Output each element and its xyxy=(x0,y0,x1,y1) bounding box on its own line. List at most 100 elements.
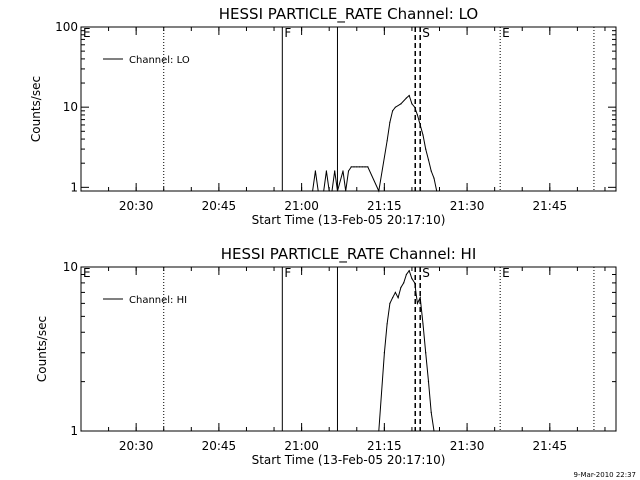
data-point xyxy=(615,430,617,432)
data-point xyxy=(386,140,388,142)
legend-label: Channel: LO xyxy=(129,55,190,66)
data-point xyxy=(419,124,421,126)
marker-label-E: E xyxy=(502,266,510,280)
data-point xyxy=(364,166,366,168)
data-point xyxy=(411,277,413,280)
data-point xyxy=(430,411,432,413)
data-point xyxy=(422,323,424,325)
series-line xyxy=(81,269,616,432)
y-tick-label: 10 xyxy=(63,100,78,114)
chart-title: HESSI PARTICLE_RATE Channel: LO xyxy=(219,5,478,24)
x-axis-label: Start Time (13-Feb-05 20:17:10) xyxy=(252,213,446,227)
x-tick-label: 21:15 xyxy=(367,199,402,213)
x-tick-label: 21:15 xyxy=(367,439,402,453)
data-point xyxy=(416,114,419,116)
data-point xyxy=(314,170,317,172)
y-tick-label: 1 xyxy=(70,180,78,194)
data-point xyxy=(392,110,394,112)
data-point xyxy=(427,159,430,161)
data-point xyxy=(356,166,358,168)
x-tick-label: 21:30 xyxy=(450,439,485,453)
data-point xyxy=(433,430,435,432)
data-point xyxy=(312,190,314,192)
data-point xyxy=(425,148,427,150)
data-point xyxy=(422,134,424,136)
data-point xyxy=(400,286,402,289)
data-point xyxy=(325,170,328,172)
generation-timestamp: 9-Mar-2010 22:37 xyxy=(574,471,636,479)
data-point xyxy=(405,97,408,99)
data-point xyxy=(394,291,396,294)
data-point xyxy=(392,297,394,299)
x-tick-label: 20:45 xyxy=(202,199,237,213)
data-point xyxy=(414,282,416,284)
data-point xyxy=(328,190,330,192)
data-point xyxy=(334,170,336,172)
x-tick-label: 21:45 xyxy=(533,199,568,213)
x-tick-label: 21:00 xyxy=(284,439,319,453)
data-point xyxy=(389,121,391,123)
data-point xyxy=(615,190,617,192)
y-axis-label: Counts/sec xyxy=(35,316,49,382)
data-point xyxy=(400,103,402,105)
data-point xyxy=(419,297,421,299)
y-tick-label: 10 xyxy=(63,260,78,274)
series-line xyxy=(81,94,616,193)
y-axis-label: Counts/sec xyxy=(29,76,43,142)
data-point xyxy=(427,381,430,383)
data-point xyxy=(414,106,416,108)
x-tick-label: 21:45 xyxy=(533,439,568,453)
data-point xyxy=(386,323,388,325)
plot-frame xyxy=(80,26,617,192)
data-point xyxy=(367,166,369,168)
marker-label-E: E xyxy=(502,26,510,40)
data-point xyxy=(317,190,319,192)
y-tick-label: 100 xyxy=(55,20,78,34)
data-point xyxy=(389,302,391,304)
x-tick-label: 20:30 xyxy=(119,199,154,213)
chart-title: HESSI PARTICLE_RATE Channel: HI xyxy=(221,245,477,264)
data-point xyxy=(358,166,361,168)
data-point xyxy=(80,430,82,432)
marker-label-F: F xyxy=(284,266,291,280)
data-point xyxy=(378,190,380,192)
data-point xyxy=(408,94,410,97)
y-tick-label: 1 xyxy=(70,424,78,438)
data-point xyxy=(394,106,396,108)
plot-frame xyxy=(80,266,617,432)
data-point xyxy=(378,430,380,432)
x-tick-label: 20:45 xyxy=(202,439,237,453)
data-point xyxy=(430,170,432,172)
data-point xyxy=(350,166,352,168)
marker-label-F: F xyxy=(284,26,291,40)
data-point xyxy=(353,166,355,168)
panel-hi: HESSI PARTICLE_RATE Channel: HI 20:30 20:4… xyxy=(35,245,617,467)
data-point xyxy=(433,177,435,179)
data-point xyxy=(425,352,427,354)
data-point xyxy=(408,270,410,272)
data-point xyxy=(347,170,350,172)
data-point xyxy=(403,282,405,284)
data-point xyxy=(416,302,419,304)
panel-lo: HESSI PARTICLE_RATE Channel: LO 20:30 20:4… xyxy=(29,5,617,227)
x-tick-label: 21:30 xyxy=(450,199,485,213)
data-point xyxy=(345,190,347,192)
data-point xyxy=(336,190,339,192)
x-tick-label: 21:00 xyxy=(284,199,319,213)
data-point xyxy=(361,166,363,168)
marker-label-S: S xyxy=(422,26,430,40)
marker-label-S: S xyxy=(422,266,430,280)
data-point xyxy=(436,190,438,192)
marker-label-E: E xyxy=(83,26,91,40)
data-point xyxy=(323,190,325,192)
data-point xyxy=(411,103,413,105)
data-point xyxy=(331,190,333,192)
data-point xyxy=(383,352,385,354)
data-point xyxy=(405,273,408,276)
data-point xyxy=(342,170,344,172)
marker-label-E: E xyxy=(83,266,91,280)
x-axis-label: Start Time (13-Feb-05 20:17:10) xyxy=(252,453,446,467)
x-tick-label: 20:30 xyxy=(119,439,154,453)
data-point xyxy=(397,297,399,299)
